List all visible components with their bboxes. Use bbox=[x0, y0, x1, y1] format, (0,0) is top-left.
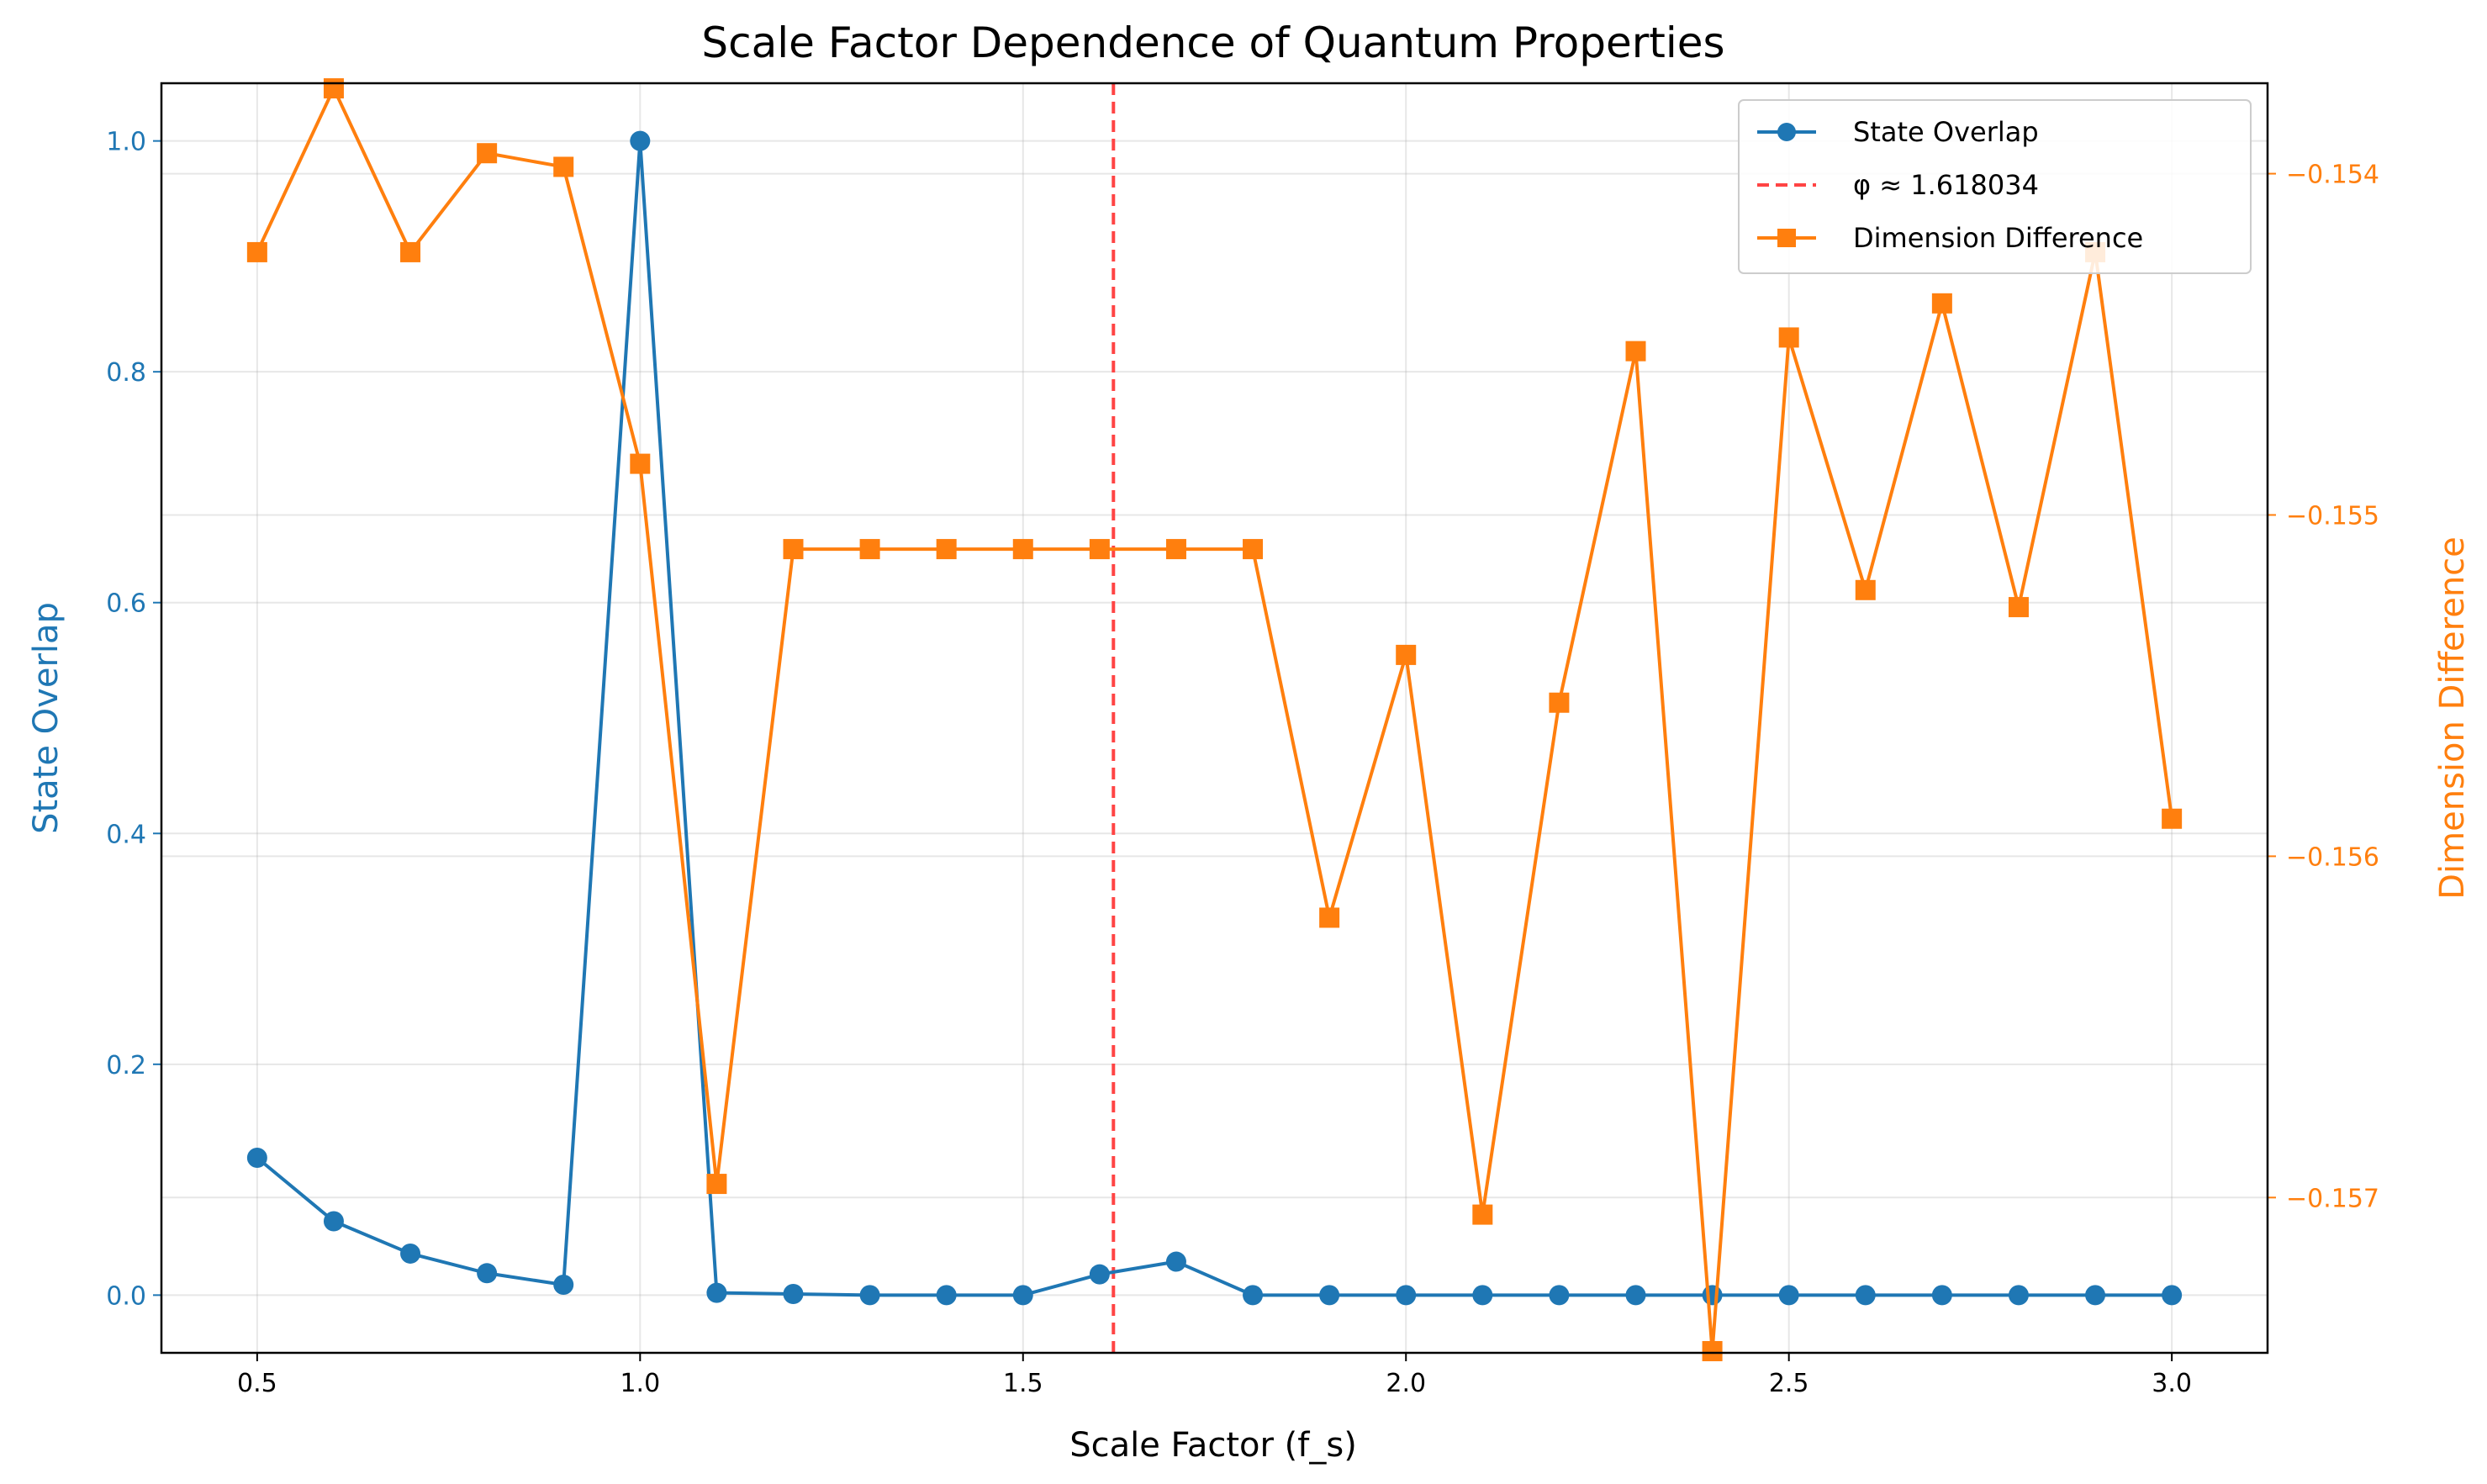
legend-frame bbox=[1738, 99, 2252, 274]
point-dimension-difference bbox=[477, 143, 498, 164]
x-tick-label: 2.0 bbox=[1386, 1369, 1426, 1398]
point-dimension-difference bbox=[1549, 692, 1570, 713]
point-dimension-difference bbox=[1243, 539, 1264, 560]
point-state-overlap bbox=[783, 1283, 804, 1304]
y-axis-right-title: Dimension Difference bbox=[2433, 536, 2472, 900]
point-state-overlap bbox=[1089, 1264, 1110, 1285]
point-dimension-difference bbox=[859, 539, 880, 560]
point-dimension-difference bbox=[706, 1174, 727, 1195]
point-state-overlap bbox=[1396, 1285, 1417, 1306]
chart-title: Scale Factor Dependence of Quantum Prope… bbox=[701, 18, 1724, 67]
point-dimension-difference bbox=[630, 453, 651, 474]
x-axis-title: Scale Factor (f_s) bbox=[1069, 1426, 1357, 1465]
point-state-overlap bbox=[859, 1285, 880, 1306]
point-state-overlap bbox=[1319, 1285, 1340, 1306]
legend-marker-overlap bbox=[1777, 123, 1796, 141]
y-left-tick-label: 1.0 bbox=[106, 128, 146, 157]
point-state-overlap bbox=[1165, 1251, 1186, 1272]
point-state-overlap bbox=[2085, 1285, 2106, 1306]
point-dimension-difference bbox=[1702, 1340, 1723, 1361]
point-dimension-difference bbox=[1396, 644, 1417, 665]
point-dimension-difference bbox=[246, 241, 267, 262]
series-line-state-overlap bbox=[256, 139, 2173, 1297]
point-dimension-difference bbox=[2008, 597, 2029, 618]
plot-frame bbox=[160, 82, 2269, 1355]
gridlines bbox=[161, 83, 2268, 1353]
point-dimension-difference bbox=[1319, 907, 1340, 928]
point-state-overlap bbox=[706, 1282, 727, 1303]
point-dimension-difference bbox=[1012, 539, 1033, 560]
point-state-overlap bbox=[553, 1275, 574, 1296]
x-tick-label: 1.0 bbox=[620, 1369, 660, 1398]
point-state-overlap bbox=[1549, 1285, 1570, 1306]
y-left-tick-label: 0.0 bbox=[106, 1281, 146, 1311]
x-tick-label: 0.5 bbox=[237, 1369, 277, 1398]
plot-content bbox=[246, 78, 2183, 1361]
point-state-overlap bbox=[2008, 1285, 2029, 1306]
y-left-tick-label: 0.6 bbox=[106, 589, 146, 619]
legend-label-dimension: Dimension Difference bbox=[1853, 222, 2143, 254]
point-dimension-difference bbox=[1089, 539, 1110, 560]
point-dimension-difference bbox=[323, 78, 344, 99]
y-left-tick-label: 0.4 bbox=[106, 820, 146, 849]
x-tick-label: 1.5 bbox=[1003, 1369, 1043, 1398]
point-state-overlap bbox=[1702, 1285, 1723, 1306]
point-dimension-difference bbox=[553, 156, 574, 177]
point-dimension-difference bbox=[1855, 579, 1876, 600]
point-state-overlap bbox=[2162, 1285, 2183, 1306]
point-state-overlap bbox=[1778, 1285, 1799, 1306]
y-right-tick-label: −0.157 bbox=[2286, 1184, 2379, 1213]
point-state-overlap bbox=[1931, 1285, 1952, 1306]
point-state-overlap bbox=[630, 130, 651, 151]
y-right-tick-label: −0.156 bbox=[2286, 842, 2379, 872]
legend-marker-dimension bbox=[1777, 229, 1796, 247]
point-state-overlap bbox=[1855, 1285, 1876, 1306]
point-dimension-difference bbox=[1778, 327, 1799, 348]
point-state-overlap bbox=[323, 1211, 344, 1232]
point-state-overlap bbox=[1012, 1285, 1033, 1306]
point-dimension-difference bbox=[2162, 808, 2183, 829]
point-state-overlap bbox=[400, 1243, 421, 1264]
point-dimension-difference bbox=[936, 539, 957, 560]
point-dimension-difference bbox=[1165, 539, 1186, 560]
point-dimension-difference bbox=[1472, 1204, 1493, 1225]
point-dimension-difference bbox=[783, 539, 804, 560]
y-axis-left-title: State Overlap bbox=[27, 602, 66, 834]
y-left-tick-label: 0.2 bbox=[106, 1051, 146, 1080]
point-state-overlap bbox=[477, 1263, 498, 1284]
point-state-overlap bbox=[1472, 1285, 1493, 1306]
series-line-dimension-difference bbox=[256, 87, 2174, 1353]
y-right-tick-label: −0.154 bbox=[2286, 161, 2379, 190]
legend-label-phi: φ ≈ 1.618034 bbox=[1853, 169, 2039, 201]
legend-label-overlap: State Overlap bbox=[1853, 116, 2039, 148]
point-state-overlap bbox=[936, 1285, 957, 1306]
point-dimension-difference bbox=[1625, 341, 1646, 362]
point-state-overlap bbox=[246, 1148, 267, 1169]
x-tick-label: 2.5 bbox=[1769, 1369, 1809, 1398]
y-left-tick-label: 0.8 bbox=[106, 358, 146, 388]
point-state-overlap bbox=[1243, 1285, 1264, 1306]
axis-ticks: 0.5 1.0 1.5 2.0 2.5 3.0 0.0 0.2 0.4 0.6 0.8 1.0 −0.1… bbox=[106, 128, 2379, 1398]
x-tick-label: 3.0 bbox=[2152, 1369, 2192, 1398]
point-dimension-difference bbox=[1931, 293, 1952, 314]
point-state-overlap bbox=[1625, 1285, 1646, 1306]
legend: State Overlap φ ≈ 1.618034 Dimension Dif… bbox=[1738, 99, 2252, 274]
y-right-tick-label: −0.155 bbox=[2286, 501, 2379, 531]
point-dimension-difference bbox=[400, 241, 421, 262]
